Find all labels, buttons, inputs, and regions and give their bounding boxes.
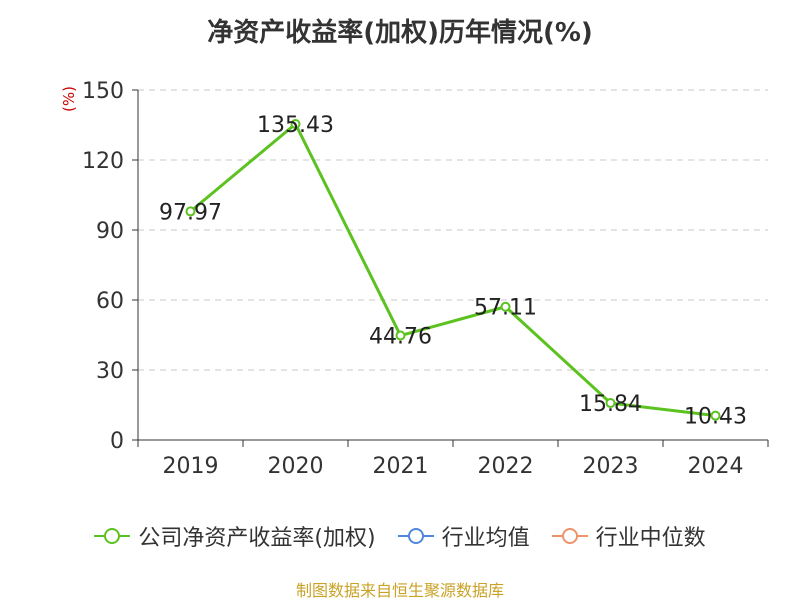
y-tick-label: 60 [96, 289, 124, 314]
legend-item-industry-mean[interactable]: 行业均值 [397, 520, 530, 552]
data-source-footer: 制图数据来自恒生聚源数据库 [295, 581, 504, 600]
legend-item-industry-median[interactable]: 行业中位数 [551, 520, 706, 552]
legend-line-marker-icon [551, 528, 588, 544]
data-label: 44.76 [369, 325, 432, 350]
x-tick-label: 2020 [268, 454, 324, 479]
x-tick-label: 2024 [688, 454, 744, 479]
x-tick-label: 2023 [583, 454, 639, 479]
data-label: 135.43 [257, 113, 334, 138]
legend-line-marker-icon [397, 528, 434, 544]
data-label: 57.11 [474, 296, 537, 321]
data-label: 10.43 [684, 405, 747, 430]
data-point [395, 330, 406, 341]
legend-label-industry-mean: 行业均值 [441, 526, 530, 551]
x-tick-label: 2019 [163, 454, 219, 479]
data-point [605, 398, 616, 409]
legend-label-company: 公司净资产收益率(加权) [138, 526, 376, 551]
series-line [189, 122, 716, 418]
y-tick-label: 30 [96, 359, 124, 384]
legend-item-company[interactable]: 公司净资产收益率(加权) [94, 520, 376, 552]
legend-line-marker-icon [94, 528, 131, 544]
x-tick-label: 2021 [373, 454, 429, 479]
y-tick-label: 0 [110, 429, 124, 454]
x-tick-label: 2022 [478, 454, 534, 479]
y-tick-label: 120 [82, 149, 124, 174]
chart-legend: 公司净资产收益率(加权) 行业均值 行业中位数 [0, 520, 800, 552]
chart-title: 净资产收益率(加权)历年情况(%) [207, 18, 593, 48]
data-point [185, 206, 196, 217]
y-tick-label: 90 [96, 219, 124, 244]
y-tick-label: 150 [82, 79, 124, 104]
data-label: 15.84 [579, 392, 642, 417]
data-label: 97.97 [159, 200, 222, 225]
legend-label-industry-median: 行业中位数 [595, 526, 706, 551]
data-point [710, 410, 721, 421]
data-point [290, 118, 301, 129]
data-point [500, 301, 511, 312]
